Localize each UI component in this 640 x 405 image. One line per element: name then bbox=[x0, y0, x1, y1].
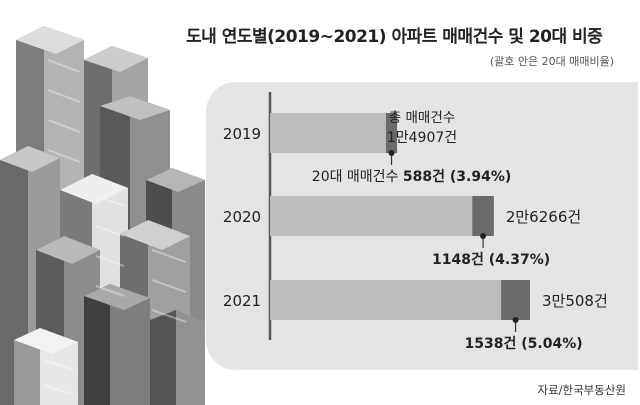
y-tick-label: 2021 bbox=[223, 292, 261, 310]
total-value-label: 3만508건 bbox=[542, 292, 608, 310]
twenties-share: (4.37%) bbox=[489, 252, 550, 268]
leader-dot bbox=[388, 150, 395, 156]
total-bar bbox=[270, 196, 494, 236]
chart-title: 도내 연도별(2019~2021) 아파트 매매건수 및 20대 비중 bbox=[186, 27, 603, 47]
twenties-count: 1538건 bbox=[465, 335, 522, 352]
leader-dot bbox=[512, 317, 519, 323]
total-value-label: 1만4907건 bbox=[387, 130, 457, 146]
series-caption-label: 총 매매건수 bbox=[389, 110, 455, 126]
y-tick-label: 2019 bbox=[223, 125, 261, 143]
total-bar bbox=[270, 280, 530, 320]
twenties-share: (3.94%) bbox=[450, 169, 511, 185]
twenties-bar bbox=[472, 196, 494, 236]
twenties-bar bbox=[386, 113, 398, 153]
chart-subtitle: (괄호 안은 20대 매매비율) bbox=[489, 55, 614, 68]
twenties-count: 1148건 bbox=[432, 251, 489, 268]
twenties-value-label: 20대 매매건수 588건 (3.94%) bbox=[312, 168, 511, 185]
y-tick-label: 2020 bbox=[223, 208, 261, 226]
twenties-count: 588건 bbox=[403, 168, 450, 185]
leader-dot bbox=[480, 233, 487, 239]
twenties-value-label: 1538건 (5.04%) bbox=[465, 335, 583, 352]
twenties-value-label: 1148건 (4.37%) bbox=[432, 251, 550, 268]
twenties-bar bbox=[501, 280, 530, 320]
source-note: 자료/한국부동산원 bbox=[537, 383, 626, 397]
twenties-share: (5.04%) bbox=[521, 336, 582, 352]
total-value-label: 2만6266건 bbox=[506, 208, 581, 226]
apartment-buildings-illustration bbox=[0, 26, 205, 405]
total-bar bbox=[270, 113, 398, 153]
twenties-prefix: 20대 매매건수 bbox=[312, 169, 403, 185]
